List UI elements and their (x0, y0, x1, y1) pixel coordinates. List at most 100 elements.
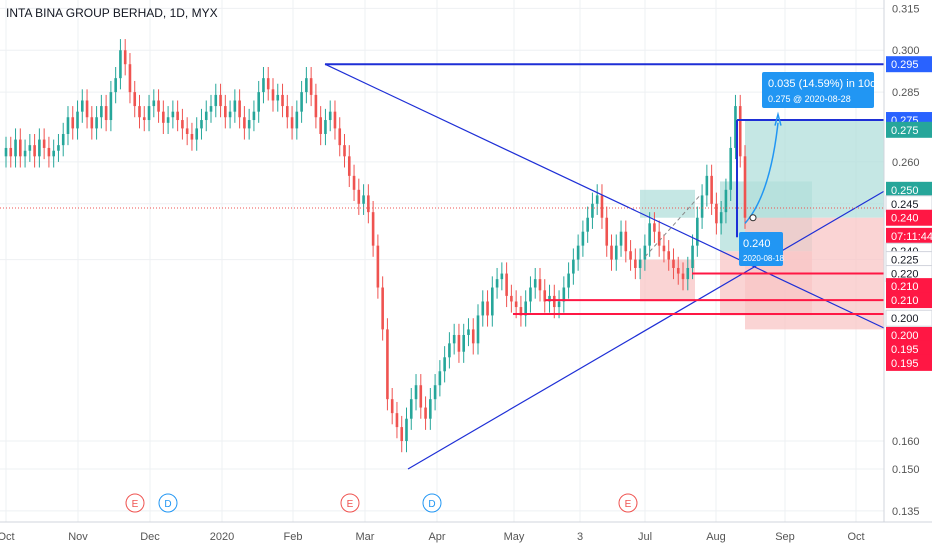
candle-body (519, 307, 523, 316)
candle-body (324, 120, 327, 134)
candle-body (119, 50, 122, 79)
candle-body (595, 195, 599, 204)
candle-body (390, 399, 394, 414)
candle-body (271, 89, 275, 101)
candle-body (80, 100, 84, 112)
candle-body (152, 100, 156, 107)
candle-body (653, 223, 656, 232)
candle-body (634, 259, 637, 268)
candle-body (552, 295, 556, 308)
candle-body (438, 371, 442, 386)
candle-body (214, 94, 218, 107)
candle-body (724, 189, 728, 213)
candle-body (667, 251, 671, 260)
candle-body (233, 100, 237, 112)
event-marker (340, 493, 360, 513)
candle-body (252, 111, 256, 121)
price-badge (886, 121, 932, 138)
candle-body (586, 217, 589, 232)
price-badge-label: 0.200 (891, 330, 919, 342)
candle-body (443, 357, 446, 372)
candle-body (138, 106, 141, 118)
chart-title: INTA BINA GROUP BERHAD, 1D, MYX (6, 6, 218, 20)
event-label: D (164, 499, 171, 510)
candle-body (696, 217, 699, 246)
candle-body (705, 175, 709, 196)
price-badge (886, 326, 932, 343)
candle-body (452, 334, 456, 344)
candle-body (33, 145, 36, 157)
position-zone (745, 120, 884, 218)
candle-body (219, 94, 222, 107)
candle-body (734, 106, 737, 148)
price-badge-label: 0.250 (891, 185, 919, 197)
candle-body (729, 147, 732, 190)
candle-body (681, 273, 685, 280)
candle-body (276, 94, 280, 101)
candle-body (95, 117, 98, 129)
x-tick-label: Mar (356, 531, 375, 543)
candle-body (424, 407, 427, 419)
candle-body (614, 245, 618, 260)
candle-body (376, 245, 380, 288)
candle-body (266, 78, 270, 90)
candle-body (548, 295, 551, 302)
candle-body (386, 329, 389, 400)
candle-body (176, 111, 179, 121)
candle-body (581, 231, 585, 246)
forecast-arrow (774, 111, 782, 126)
candle-body (157, 100, 160, 112)
candle-body (395, 413, 399, 428)
candle-body (591, 203, 594, 218)
candle-body (476, 315, 480, 344)
candle-body (686, 267, 690, 280)
candle-body (738, 106, 742, 157)
candle-body (362, 195, 365, 204)
candle-body (719, 212, 723, 224)
candle-body (128, 64, 132, 93)
candle-body (57, 145, 60, 151)
candle-body (238, 100, 241, 118)
x-tick-label: May (504, 531, 525, 543)
candle-body (104, 106, 108, 121)
price-badge (886, 278, 932, 295)
candle-body (4, 147, 8, 157)
candle-body (510, 295, 513, 302)
candle-body (333, 111, 337, 129)
candle-body (123, 50, 127, 65)
candle-body (185, 128, 189, 134)
candle-body (328, 111, 332, 121)
candle-body (629, 251, 632, 260)
candle-body (433, 385, 437, 400)
y-tick-label: 0.160 (892, 436, 920, 448)
candle-body (491, 287, 494, 316)
event-marker (125, 493, 145, 513)
candle-body (257, 92, 260, 112)
candle-body (338, 128, 342, 146)
candle-body (262, 78, 265, 93)
candle-body (66, 117, 70, 134)
event-label: E (132, 499, 139, 510)
candle-body (624, 231, 628, 252)
candle-body (9, 147, 13, 157)
candle-body (662, 245, 666, 252)
candle-body (405, 418, 408, 442)
candle-body (448, 343, 451, 358)
candle-body (200, 120, 203, 129)
entry-box (739, 232, 783, 266)
trendline-down (324, 63, 885, 329)
candle-body (147, 106, 151, 121)
candle-body (42, 139, 46, 148)
candle-body (524, 301, 527, 316)
projection-box (762, 72, 874, 108)
candle-body (300, 92, 303, 112)
price-badge-label: 0.195 (891, 358, 919, 370)
price-badge-label: 0.295 (891, 59, 919, 71)
candle-body (171, 111, 175, 118)
candle-body (672, 259, 675, 268)
candle-body (457, 334, 461, 352)
candle-body (657, 231, 661, 246)
candle-body (605, 217, 609, 246)
